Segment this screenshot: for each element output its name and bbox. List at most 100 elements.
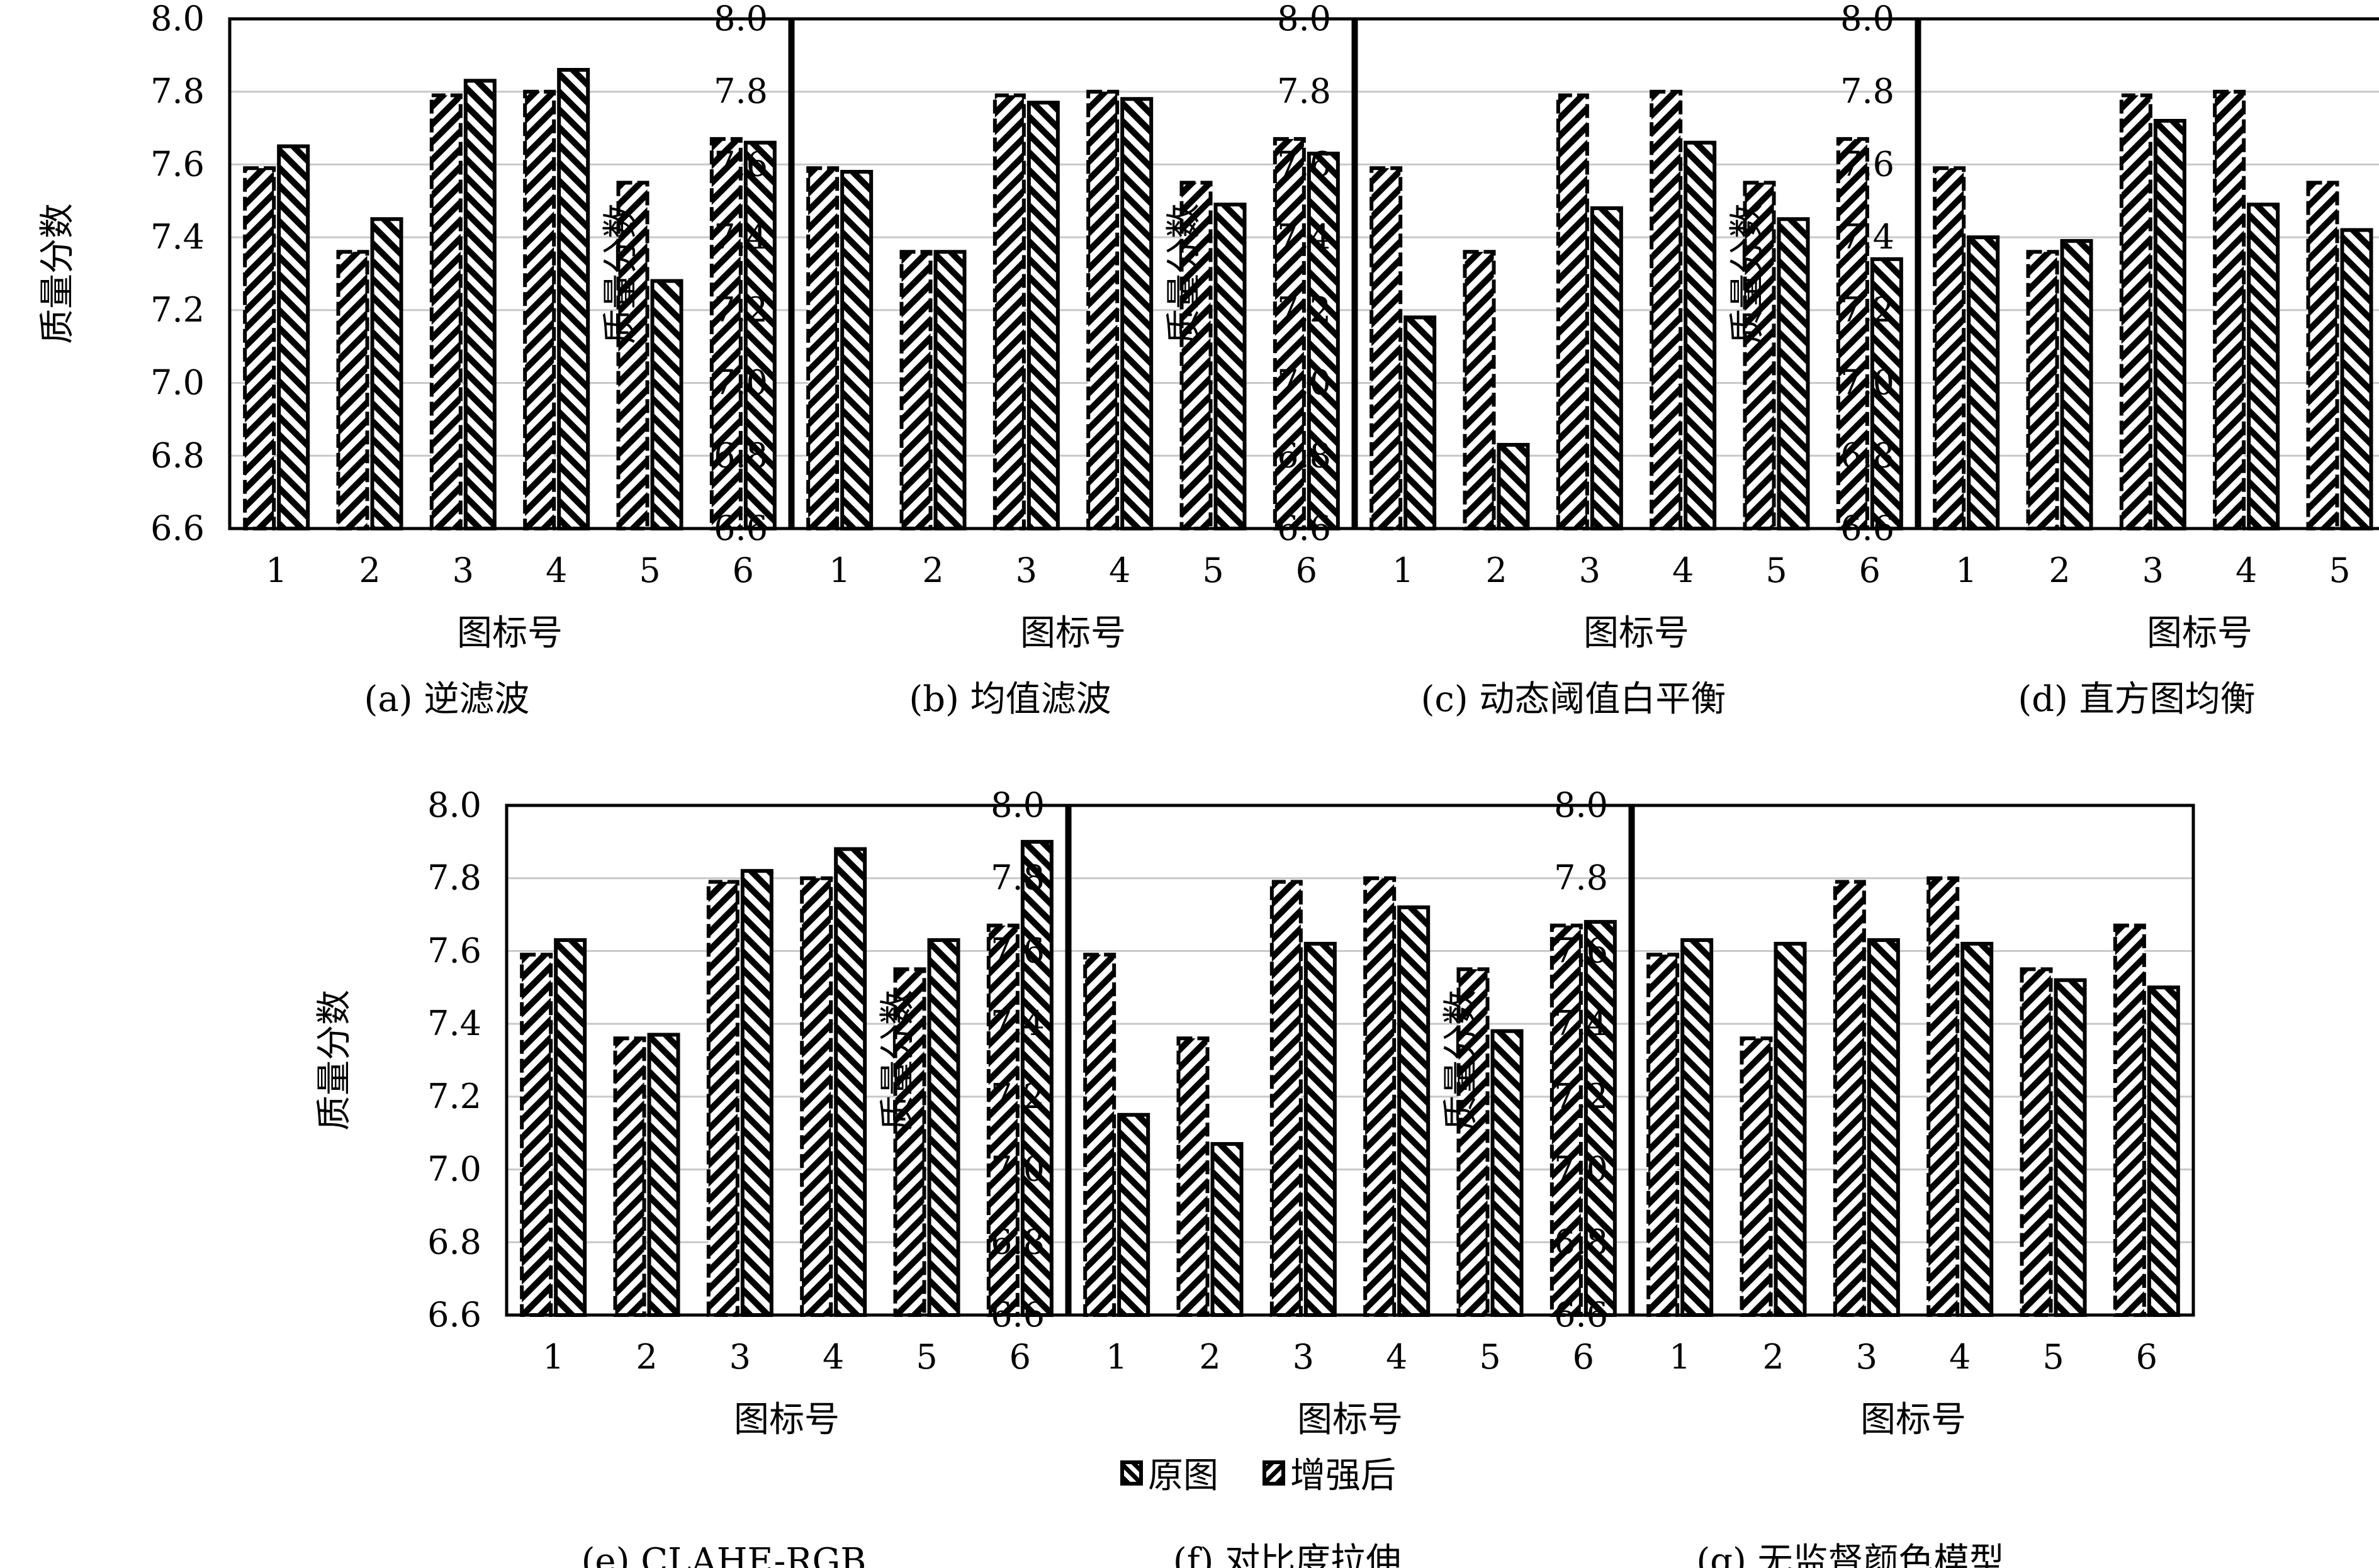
y-tick-label: 7.6 — [1840, 144, 1894, 184]
bar-enhanced-5 — [1490, 1029, 1524, 1317]
plot-frame — [505, 804, 1069, 1317]
y-tick-label: 7.6 — [1277, 144, 1331, 184]
x-tick-label: 5 — [916, 1337, 937, 1377]
bar-enhanced-1 — [1680, 938, 1714, 1317]
x-axis-label: 图标号 — [1583, 613, 1689, 654]
x-tick-label: 5 — [1202, 551, 1223, 590]
x-tick-label: 6 — [2136, 1337, 2157, 1377]
plot-frame — [1631, 804, 2195, 1317]
x-tick-label: 5 — [2329, 551, 2350, 590]
y-tick-label: 8.0 — [714, 0, 768, 38]
bar-original-1 — [243, 166, 276, 530]
x-tick-label: 2 — [636, 1337, 657, 1377]
y-tick-label: 7.0 — [1554, 1150, 1608, 1189]
bar-enhanced-3 — [1590, 206, 1623, 530]
y-tick-label: 6.8 — [1554, 1222, 1608, 1262]
legend-swatch-original — [1120, 1460, 1143, 1486]
x-tick-label: 4 — [546, 551, 567, 590]
x-axis-label: 图标号 — [457, 613, 563, 654]
legend-swatch-enhanced — [1263, 1460, 1285, 1486]
x-tick-label: 3 — [2142, 551, 2164, 590]
x-tick-label: 4 — [1386, 1337, 1407, 1377]
chart-3: 6.6 6.8 7.0 7.2 7.4 7.6 7.8 8.0 1 2 3 4 5 6 图标号 质量分数 (c)… — [1164, 0, 1918, 720]
x-tick-label: 6 — [1573, 1337, 1594, 1377]
y-tick-label: 6.6 — [1554, 1295, 1608, 1335]
y-tick-label: 8.0 — [150, 0, 205, 38]
y-tick-label: 7.4 — [1840, 217, 1894, 257]
x-tick-label: 2 — [1199, 1337, 1220, 1377]
bar-original-2 — [1740, 1036, 1773, 1318]
y-tick-label: 7.8 — [150, 72, 205, 111]
y-tick-label: 8.0 — [1277, 0, 1331, 38]
bar-original-2 — [1463, 250, 1496, 530]
y-tick-label: 6.8 — [1840, 435, 1894, 475]
y-tick-label: 8.0 — [1840, 0, 1894, 38]
bar-original-2 — [899, 250, 933, 530]
bar-original-1 — [1933, 166, 1966, 530]
chart-caption: (c) 动态阈值白平衡 — [1421, 679, 1726, 720]
bar-original-4 — [1363, 876, 1397, 1317]
y-tick-label: 6.6 — [991, 1295, 1045, 1335]
y-tick-label: 7.0 — [991, 1150, 1045, 1189]
bar-enhanced-1 — [1403, 315, 1437, 530]
y-tick-label: 6.6 — [1277, 508, 1331, 548]
x-tick-label: 4 — [1109, 551, 1130, 590]
bar-enhanced-4 — [1684, 140, 1717, 530]
x-tick-label: 1 — [1669, 1337, 1690, 1377]
bar-original-5 — [1179, 181, 1213, 531]
y-axis-label: 质量分数 — [877, 990, 918, 1131]
bar-original-3 — [706, 880, 740, 1317]
y-tick-label: 7.8 — [1840, 72, 1894, 111]
bar-enhanced-5 — [650, 279, 683, 530]
bar-enhanced-2 — [1210, 1142, 1244, 1317]
bar-enhanced-3 — [1026, 101, 1060, 531]
bar-enhanced-2 — [933, 250, 967, 530]
bar-enhanced-4 — [1397, 905, 1431, 1317]
y-tick-label: 7.6 — [1554, 931, 1608, 970]
chart-caption: (d) 直方图均衡 — [2018, 679, 2255, 720]
y-tick-label: 7.4 — [150, 217, 205, 257]
plot-frame — [228, 17, 792, 530]
y-tick-label: 7.2 — [991, 1077, 1045, 1116]
y-tick-label: 7.8 — [1554, 858, 1608, 898]
x-tick-label: 2 — [359, 551, 380, 590]
x-tick-label: 3 — [1856, 1337, 1877, 1377]
bar-enhanced-5 — [2340, 228, 2373, 530]
y-tick-label: 7.6 — [991, 931, 1045, 970]
bar-original-6 — [1549, 923, 1583, 1317]
bar-original-3 — [429, 93, 463, 530]
y-tick-label: 7.2 — [150, 290, 205, 330]
x-tick-label: 5 — [1765, 551, 1787, 590]
y-tick-label: 7.8 — [991, 858, 1045, 898]
bar-original-4 — [1926, 876, 1960, 1317]
bar-original-6 — [1836, 137, 1869, 530]
bar-enhanced-3 — [1867, 938, 1900, 1317]
y-tick-label: 7.2 — [1277, 290, 1331, 330]
x-tick-label: 1 — [1106, 1337, 1127, 1377]
bar-original-1 — [806, 166, 840, 530]
x-tick-label: 1 — [1955, 551, 1977, 590]
x-tick-label: 6 — [1296, 551, 1317, 590]
bar-original-2 — [1176, 1036, 1210, 1318]
bar-original-6 — [709, 137, 743, 530]
chart-6: 6.6 6.8 7.0 7.2 7.4 7.6 7.8 8.0 1 2 3 4 5 6 图标号 质量分数 (f)… — [877, 785, 1632, 1568]
x-tick-label: 1 — [266, 551, 287, 590]
plot-frame — [1068, 804, 1632, 1317]
x-tick-label: 3 — [1579, 551, 1600, 590]
bar-original-4 — [2213, 89, 2246, 530]
y-tick-label: 7.0 — [427, 1150, 481, 1189]
legend-item-original: 原图 — [1120, 1447, 1218, 1498]
y-tick-label: 7.6 — [150, 144, 205, 184]
bar-enhanced-2 — [1497, 442, 1530, 531]
bar-enhanced-6 — [1307, 152, 1340, 531]
y-tick-label: 8.0 — [427, 785, 481, 825]
x-tick-label: 3 — [453, 551, 474, 590]
x-tick-label: 4 — [2236, 551, 2257, 590]
y-tick-label: 7.4 — [714, 217, 768, 257]
chart-caption: (g) 无监督颜色模型 — [1696, 1541, 2004, 1568]
y-tick-label: 6.6 — [427, 1295, 481, 1335]
y-axis-label: 质量分数 — [1441, 990, 1482, 1131]
legend-item-enhanced: 增强后 — [1263, 1447, 1396, 1498]
y-axis-label: 质量分数 — [37, 203, 78, 344]
y-tick-label: 7.4 — [1554, 1004, 1608, 1043]
